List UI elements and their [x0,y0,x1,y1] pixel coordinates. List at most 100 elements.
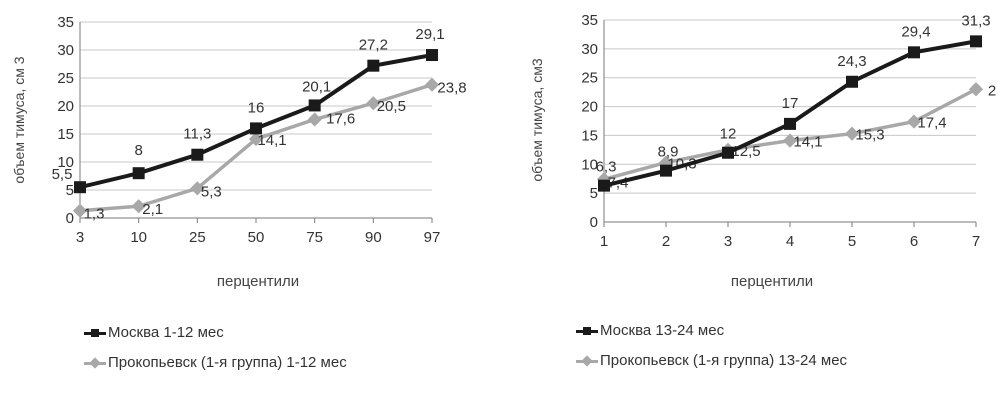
y-tick-label: 30 [581,41,598,58]
y-tick-label: 0 [66,210,74,227]
data-label: 17,6 [326,110,355,127]
data-point [906,114,922,129]
legend-swatch-square-icon [84,327,106,339]
x-tick-label: 2 [662,233,670,250]
data-point [846,75,858,88]
legend-label: Москва 1-12 мес [108,324,224,341]
legend-left: Москва 1-12 мес Прокопьевск (1-я группа)… [84,318,347,378]
data-label: 29,1 [415,26,444,43]
data-point [970,35,982,48]
data-point [132,167,145,180]
x-tick-label: 3 [724,233,732,250]
x-tick-label: 25 [189,229,206,246]
data-label: 6,3 [596,159,617,176]
data-label: 27,2 [359,37,388,54]
data-point [74,181,86,194]
data-point [366,96,381,111]
data-label: 8,9 [658,144,679,161]
data-label: 5,3 [201,183,222,200]
data-label: 2 [988,82,996,99]
data-point [722,146,734,159]
data-point [598,179,610,192]
y-tick-label: 25 [581,70,598,87]
data-point [784,117,796,130]
chart-left: 0 5 10 15 20 25 30 35 3 10 25 50 75 90 97 перцентили объ… [11,14,467,290]
data-point [367,59,380,72]
data-point [844,126,860,141]
data-label: 16 [248,99,265,116]
data-label: 29,4 [901,23,930,40]
y-tick-label: 20 [57,98,74,115]
x-tick-label: 5 [848,233,856,250]
data-point [782,133,798,148]
data-point [190,181,205,196]
legend-right: Москва 13-24 мес Прокопьевск (1-я группа… [576,316,847,376]
data-label: 17 [782,95,799,112]
data-label: 14,1 [257,132,286,149]
data-label: 20,1 [302,78,331,95]
x-tick-label: 6 [910,233,918,250]
data-point [968,82,984,97]
x-axis-title: перцентили [731,273,813,290]
y-tick-label: 10 [581,156,598,173]
y-tick-label: 30 [57,42,74,59]
data-label: 31,3 [961,12,990,29]
legend-item-moscow: Москва 13-24 мес [576,316,847,346]
x-tick-label: 75 [306,229,323,246]
data-label: 14,1 [793,134,822,151]
data-label: 2,1 [142,201,163,218]
x-tick-label: 7 [972,233,980,250]
data-label: 11,3 [183,126,211,143]
x-tick-label: 50 [248,229,265,246]
data-point [248,131,264,147]
legend-label: Москва 13-24 мес [600,322,725,339]
x-tick-label: 10 [130,229,147,246]
x-axis-title: перцентили [217,273,299,290]
y-tick-label: 0 [590,214,598,231]
legend-item-prokopyevsk: Прокопьевск (1-я группа) 1-12 мес [84,348,347,378]
data-point [191,148,204,161]
chart-panel-left: 0 5 10 15 20 25 30 35 3 10 25 50 75 90 97 перцентили объ… [0,0,500,404]
data-label: 8 [134,142,142,159]
y-tick-label: 35 [57,14,74,31]
y-tick-label: 15 [581,127,598,144]
y-tick-label: 5 [66,182,74,199]
y-axis-title: объем тимуса, см 3 [11,56,27,183]
data-label: 12 [720,126,737,143]
y-tick-label: 35 [581,12,598,29]
y-tick-label: 10 [57,154,74,171]
legend-swatch-diamond-icon [84,357,106,369]
x-tick-label: 90 [365,229,382,246]
x-tick-label: 4 [786,233,794,250]
data-label: 24,3 [837,53,866,70]
legend-swatch-square-icon [576,325,598,337]
legend-item-prokopyevsk: Прокопьевск (1-я группа) 13-24 мес [576,346,847,376]
data-point [307,112,322,127]
legend-swatch-diamond-icon [576,355,598,367]
data-point [426,49,438,62]
data-label: 5,5 [52,166,73,183]
data-label: 23,8 [437,80,466,97]
data-point [250,122,262,135]
data-label: 17,4 [917,115,946,132]
y-tick-label: 25 [57,70,74,87]
data-point [908,46,920,59]
y-tick-label: 5 [590,185,598,202]
data-label: 20,5 [377,98,406,115]
data-point [131,199,146,214]
x-tick-label: 97 [424,229,441,246]
data-label: 1,3 [84,206,105,223]
data-point [308,99,321,112]
data-point [424,77,440,92]
x-tick-label: 3 [76,229,84,246]
legend-label: Прокопьевск (1-я группа) 13-24 мес [600,352,848,369]
chart-panel-right: 0 5 10 15 20 25 30 35 1 2 3 4 5 6 7 перцентили объем тим… [500,0,1004,404]
legend-item-moscow: Москва 1-12 мес [84,318,347,348]
y-axis-title: объем тимуса, см3 [529,58,545,181]
data-point [660,164,672,177]
legend-label: Прокопьевск (1-я группа) 1-12 мес [108,354,347,371]
x-tick-label: 1 [600,233,608,250]
y-tick-label: 20 [581,99,598,116]
y-tick-label: 15 [57,126,74,143]
